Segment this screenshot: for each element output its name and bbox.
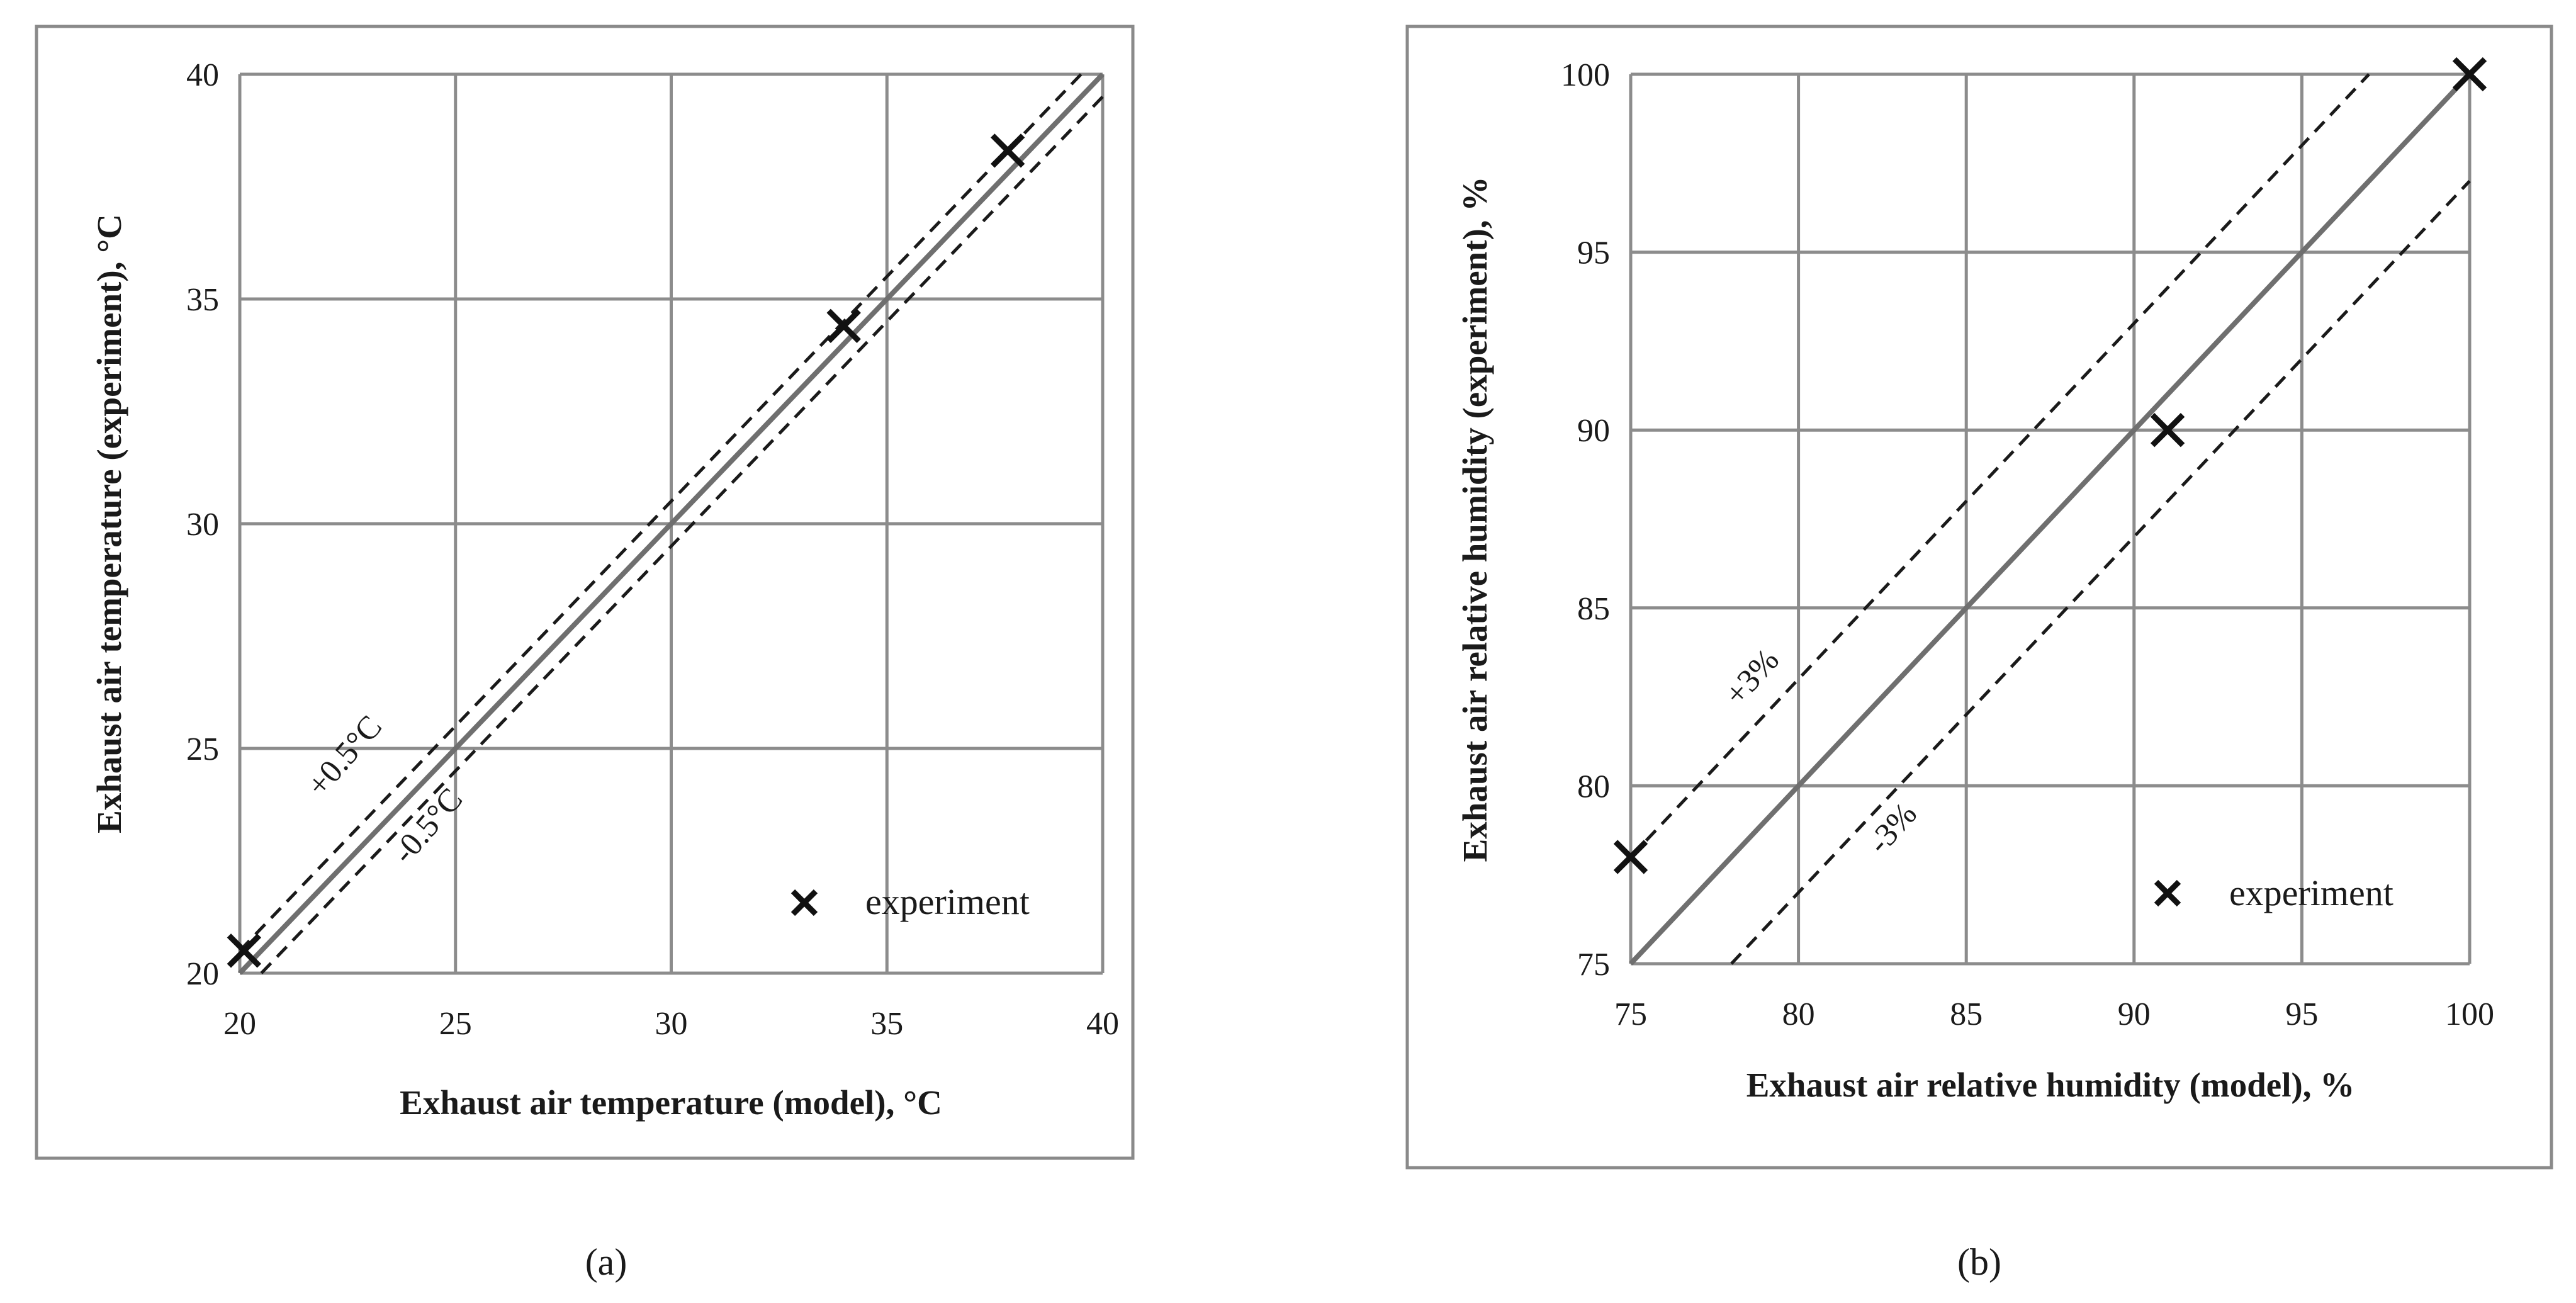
y-axis-title: Exhaust air temperature (experiment), °C [90, 214, 128, 833]
tolerance-line [239, 73, 1083, 952]
tolerance-label: -3% [1861, 796, 1924, 861]
y-tick-label: 35 [186, 282, 219, 318]
y-tick-label: 100 [1561, 57, 1610, 93]
y-tick-label: 20 [186, 956, 219, 992]
x-tick-label: 80 [1782, 996, 1815, 1032]
y-axis-title: Exhaust air relative humidity (experimen… [1456, 177, 1494, 862]
legend: experiment [790, 881, 1030, 922]
marker-stroke [826, 308, 861, 344]
y-tick-label: 30 [186, 507, 219, 543]
experiment-marker [991, 133, 1025, 168]
tolerance-label: +0.5°C [300, 709, 389, 803]
legend-marker [790, 889, 818, 917]
x-tick-label: 40 [1086, 1006, 1119, 1042]
y-tick-label: 85 [1577, 591, 1610, 627]
x-tick-label: 30 [655, 1006, 688, 1042]
y-tick-label: 75 [1577, 947, 1610, 983]
marker-stroke [227, 934, 262, 968]
marker-stroke [2452, 57, 2487, 92]
legend-label: experiment [865, 881, 1030, 922]
experiment-marker [2452, 57, 2487, 92]
y-tick-label: 95 [1577, 235, 1610, 271]
experiment-marker [1613, 840, 1648, 874]
x-tick-label: 20 [223, 1006, 256, 1042]
tolerance-line [1629, 73, 2370, 859]
tolerance-line [1730, 179, 2471, 965]
y-tick-label: 90 [1577, 413, 1610, 449]
y-tick-label: 80 [1577, 769, 1610, 804]
x-axis-title: Exhaust air relative humidity (model), % [1746, 1066, 2355, 1104]
identity-line [1629, 72, 2472, 966]
x-tick-label: 95 [2285, 996, 2318, 1032]
y-tick-label: 25 [186, 731, 219, 767]
chart-panel-2: 75 80 85 90 95 1007580859095100+3%-3%experime… [1405, 25, 2553, 1283]
identity-line [238, 72, 1105, 975]
marker-stroke [1613, 840, 1648, 874]
legend-label: experiment [2229, 872, 2393, 913]
x-tick-label: 100 [2445, 996, 2494, 1032]
x-tick-label: 90 [2118, 996, 2151, 1032]
experiment-marker [227, 934, 262, 968]
panel-frame [35, 25, 1135, 1160]
experiment-marker [2150, 413, 2185, 448]
experiment-marker [826, 308, 861, 344]
marker-stroke [2150, 413, 2185, 448]
legend-marker [2154, 879, 2181, 907]
x-tick-label: 25 [439, 1006, 472, 1042]
x-axis-title: Exhaust air temperature (model), °C [400, 1083, 942, 1122]
y-tick-label: 40 [186, 57, 219, 93]
chart-panel-1: 20 25 30 35 402025303540+0.5°C-0.5°Cexperime… [35, 25, 1135, 1283]
x-tick-label: 85 [1950, 996, 1983, 1032]
x-tick-label: 35 [870, 1006, 903, 1042]
tolerance-line [260, 95, 1104, 974]
panel-caption: (a) [585, 1241, 627, 1283]
panel-caption: (b) [1957, 1241, 2001, 1283]
panel-frame [1405, 25, 2553, 1170]
legend: experiment [2154, 872, 2393, 913]
x-tick-label: 75 [1614, 996, 1647, 1032]
marker-stroke [991, 133, 1025, 168]
